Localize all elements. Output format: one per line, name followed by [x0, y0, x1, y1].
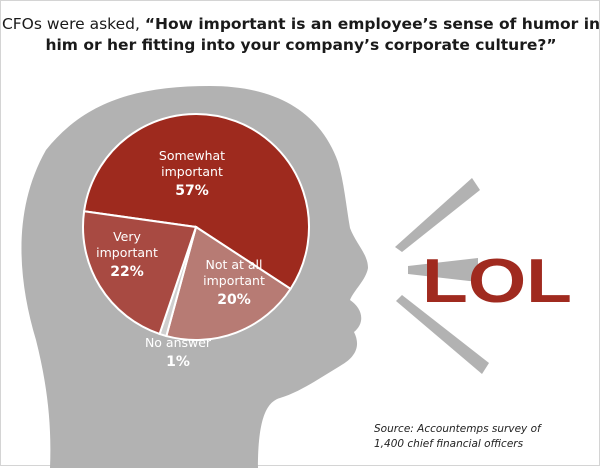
slice-value-label: 22%	[110, 264, 144, 280]
pie-slice	[82, 113, 310, 291]
slice-value-label: 20%	[217, 292, 251, 308]
slice-label: Somewhat important	[159, 148, 225, 179]
slice-value-label: 1%	[166, 354, 190, 370]
source-line-2: 1,400 chief financial officers	[374, 438, 524, 450]
pie-slice	[82, 210, 198, 336]
lol-word: LOL	[422, 247, 572, 316]
ray-middle	[408, 258, 478, 282]
slice-label: No answer	[145, 335, 212, 350]
source-line-1: Source: Accountemps survey of	[374, 423, 541, 435]
ray-upper	[395, 178, 480, 252]
ray-lower	[396, 295, 489, 374]
title-prefix: CFOs were asked,	[1, 15, 145, 33]
pie-chart: Somewhat important 57% Not at all important 2…	[82, 113, 310, 370]
slice-value-label: 57%	[175, 183, 209, 199]
slice-label: Not at all important	[203, 257, 265, 288]
pie-slice	[165, 225, 292, 341]
source-note: Source: Accountemps survey of 1,400 chie…	[374, 422, 541, 452]
slice-label: Very important	[96, 229, 158, 260]
chart-title: CFOs were asked, “How important is an em…	[0, 14, 602, 56]
title-question: “How important is an employee’s sense of…	[45, 15, 601, 54]
